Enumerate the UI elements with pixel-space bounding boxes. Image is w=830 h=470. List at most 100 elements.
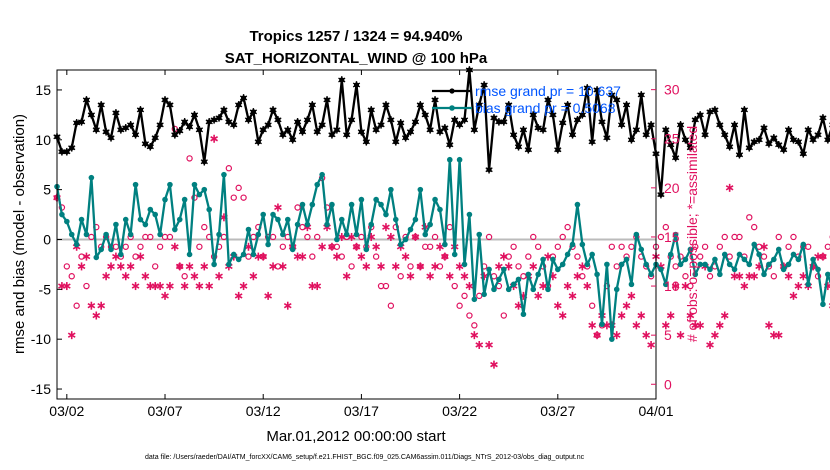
bias-point — [314, 181, 321, 188]
obs-assimilated-marker — [136, 252, 145, 261]
obs-assimilated-marker — [416, 262, 425, 271]
obs-assimilated-marker — [534, 291, 543, 300]
rmse-point — [308, 101, 316, 109]
rmse-point — [588, 137, 596, 146]
bias-point — [284, 216, 291, 223]
obs-assimilated-marker — [278, 262, 287, 271]
obs-assimilated-marker — [215, 272, 223, 281]
bias-point — [324, 221, 330, 228]
rmse-point — [460, 116, 469, 124]
bias-point — [545, 286, 551, 293]
rmse-point — [578, 111, 586, 119]
obs-possible-marker — [431, 233, 439, 241]
bias-point — [221, 171, 227, 178]
rmse-point — [58, 147, 66, 156]
rmse-point — [200, 157, 208, 166]
bias-point — [775, 246, 782, 253]
rmse-point — [505, 101, 513, 109]
obs-possible-marker — [466, 312, 473, 319]
rmse-point — [254, 137, 262, 146]
rmse-point — [696, 111, 704, 119]
rmse-point — [328, 131, 336, 139]
bias-point — [245, 226, 252, 233]
rmse-point — [730, 121, 739, 129]
bias-point — [98, 246, 104, 253]
rmse-point — [711, 106, 719, 114]
bias-point — [648, 271, 654, 278]
obs-assimilated-marker — [558, 311, 567, 320]
bias-point — [338, 216, 345, 223]
bias-point — [800, 241, 807, 248]
rmse-point — [617, 121, 626, 129]
obs-assimilated-marker — [293, 252, 302, 261]
bias-point — [692, 271, 699, 278]
x-tick-label: 03/02 — [49, 403, 84, 419]
obs-possible-marker — [304, 233, 311, 241]
rmse-point — [347, 116, 356, 124]
bias-point — [358, 196, 365, 203]
obs-assimilated-marker — [588, 321, 597, 330]
obs-assimilated-marker — [794, 282, 803, 291]
rmse-point — [568, 131, 577, 139]
bias-point — [201, 186, 208, 193]
bias-point — [275, 216, 281, 223]
obs-assimilated-marker — [298, 252, 307, 261]
obs-assimilated-marker — [725, 183, 734, 192]
bias-point — [717, 271, 723, 278]
obs-assimilated-marker — [170, 242, 179, 251]
obs-possible-marker — [294, 204, 301, 211]
obs-assimilated-marker — [62, 282, 71, 291]
bias-point — [343, 231, 350, 238]
rmse-point — [117, 126, 125, 134]
obs-possible-marker — [274, 263, 282, 270]
rmse-point — [794, 137, 803, 146]
bias-point — [491, 286, 497, 293]
bias-point — [535, 271, 541, 278]
y-tick-label-right: 0 — [664, 376, 672, 392]
bias-point — [294, 221, 301, 228]
plot-frame — [56, 69, 657, 400]
bias-point — [137, 216, 144, 223]
rmse-point — [264, 121, 272, 129]
rmse-point — [421, 111, 429, 119]
rmse-point — [534, 124, 542, 132]
obs-possible-marker — [588, 302, 596, 309]
obs-possible-marker — [122, 243, 129, 250]
bias-point — [108, 246, 114, 253]
rmse-point — [716, 121, 724, 129]
rmse-point — [500, 118, 508, 126]
y-tick-label-right: 5 — [664, 327, 672, 343]
bias-point — [741, 256, 748, 263]
obs-assimilated-marker — [441, 252, 449, 261]
obs-possible-marker — [500, 312, 507, 319]
obs-assimilated-marker — [234, 291, 243, 300]
bias-point — [820, 301, 826, 308]
bias-point — [471, 296, 478, 303]
rmse-point — [289, 135, 297, 144]
rmse-point — [293, 118, 302, 126]
obs-assimilated-marker — [347, 232, 356, 241]
rmse-point — [593, 86, 601, 94]
rmse-point — [68, 143, 76, 152]
bias-point — [540, 256, 546, 263]
obs-assimilated-marker — [107, 262, 115, 271]
bias-point — [230, 251, 237, 258]
obs-possible-marker — [692, 243, 699, 250]
bias-point — [682, 256, 689, 263]
bias-point — [388, 186, 394, 193]
bias-point — [368, 221, 375, 228]
obs-assimilated-marker — [77, 262, 86, 271]
obs-assimilated-marker — [637, 311, 646, 320]
obs-assimilated-marker — [711, 331, 719, 340]
legend-swatch-marker — [449, 88, 455, 94]
obs-assimilated-marker — [274, 203, 282, 212]
obs-assimilated-marker — [166, 282, 174, 291]
obs-assimilated-marker — [269, 262, 277, 271]
x-tick-label: 03/17 — [344, 403, 379, 419]
bias-point — [589, 251, 595, 258]
obs-possible-marker — [706, 273, 714, 280]
rmse-point — [249, 108, 258, 116]
bias-point — [280, 231, 286, 238]
rmse-point — [426, 126, 434, 134]
